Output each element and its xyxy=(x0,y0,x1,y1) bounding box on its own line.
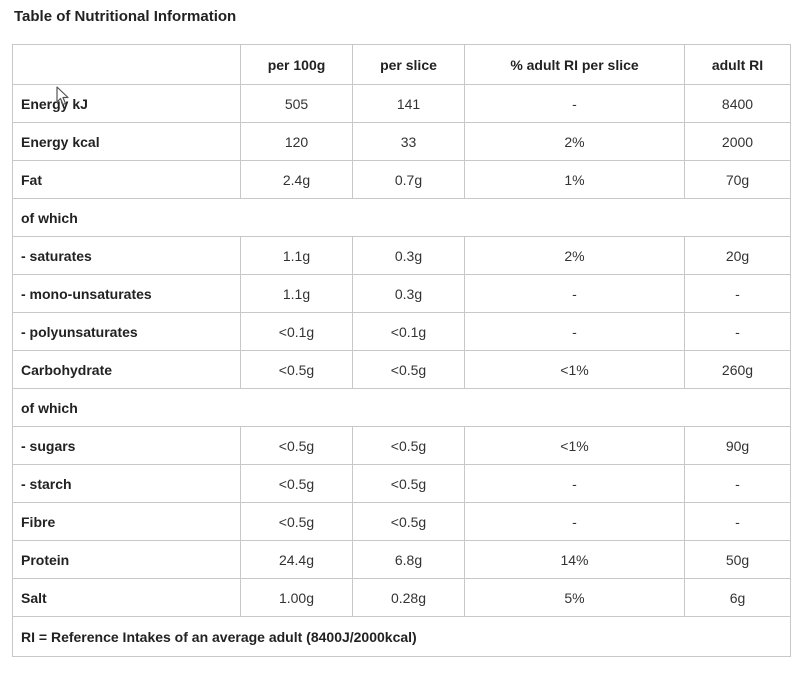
cell-per-100g: <0.5g xyxy=(240,426,353,465)
cell-per-slice: <0.5g xyxy=(352,350,465,389)
cell-adult-ri: 70g xyxy=(684,160,791,199)
row-label: Carbohydrate xyxy=(12,350,241,389)
cell-per-100g: 505 xyxy=(240,84,353,123)
cell-per-slice: 0.7g xyxy=(352,160,465,199)
cell-per-slice: 141 xyxy=(352,84,465,123)
cell-adult-ri: 90g xyxy=(684,426,791,465)
row-label: - saturates xyxy=(12,236,241,275)
cell-per-slice: 33 xyxy=(352,122,465,161)
header-row: per 100g per slice % adult RI per slice … xyxy=(12,44,791,85)
cell-per-slice: <0.5g xyxy=(352,464,465,503)
cell-ri-percent: <1% xyxy=(464,426,685,465)
cell-ri-percent: <1% xyxy=(464,350,685,389)
cell-ri-percent: - xyxy=(464,84,685,123)
cell-per-100g: 1.1g xyxy=(240,236,353,275)
row-label: - sugars xyxy=(12,426,241,465)
cell-adult-ri: 50g xyxy=(684,540,791,579)
cell-ri-percent: 5% xyxy=(464,578,685,617)
cell-ri-percent: 2% xyxy=(464,122,685,161)
table-row: - mono-unsaturates 1.1g 0.3g - - xyxy=(12,274,791,313)
cell-per-100g: 1.1g xyxy=(240,274,353,313)
footnote-row: RI = Reference Intakes of an average adu… xyxy=(12,616,791,657)
cell-per-100g: 2.4g xyxy=(240,160,353,199)
cell-per-slice: 0.28g xyxy=(352,578,465,617)
cell-adult-ri: 8400 xyxy=(684,84,791,123)
row-label: - starch xyxy=(12,464,241,503)
cell-per-100g: <0.1g xyxy=(240,312,353,351)
row-label: - mono-unsaturates xyxy=(12,274,241,313)
row-label: Energy kJ xyxy=(12,84,241,123)
cell-per-slice: 6.8g xyxy=(352,540,465,579)
cell-per-100g: <0.5g xyxy=(240,502,353,541)
table-row: Carbohydrate <0.5g <0.5g <1% 260g xyxy=(12,350,791,389)
cell-adult-ri: - xyxy=(684,502,791,541)
table-row: Salt 1.00g 0.28g 5% 6g xyxy=(12,578,791,617)
cell-adult-ri: 2000 xyxy=(684,122,791,161)
cell-adult-ri: 6g xyxy=(684,578,791,617)
table-row: Energy kcal 120 33 2% 2000 xyxy=(12,122,791,161)
cell-adult-ri: - xyxy=(684,312,791,351)
nutrition-table: per 100g per slice % adult RI per slice … xyxy=(12,44,791,657)
cell-ri-percent: - xyxy=(464,274,685,313)
cell-per-100g: 1.00g xyxy=(240,578,353,617)
cell-per-100g: <0.5g xyxy=(240,464,353,503)
cell-ri-percent: 14% xyxy=(464,540,685,579)
row-label: Fibre xyxy=(12,502,241,541)
table-row: - sugars <0.5g <0.5g <1% 90g xyxy=(12,426,791,465)
cell-per-100g: 120 xyxy=(240,122,353,161)
subheading-label: of which xyxy=(12,388,791,427)
row-label: Energy kcal xyxy=(12,122,241,161)
table-body: Energy kJ 505 141 - 8400 Energy kcal 120… xyxy=(12,84,791,657)
cell-ri-percent: - xyxy=(464,312,685,351)
row-label: Fat xyxy=(12,160,241,199)
table-row: - saturates 1.1g 0.3g 2% 20g xyxy=(12,236,791,275)
subheading-row: of which xyxy=(12,198,791,237)
row-label: - polyunsaturates xyxy=(12,312,241,351)
table-title: Table of Nutritional Information xyxy=(14,8,237,25)
subheading-label: of which xyxy=(12,198,791,237)
column-header-adult-ri: adult RI xyxy=(684,44,791,85)
cell-adult-ri: - xyxy=(684,464,791,503)
cell-adult-ri: 20g xyxy=(684,236,791,275)
column-header-per-slice: per slice xyxy=(352,44,465,85)
cell-per-slice: <0.5g xyxy=(352,502,465,541)
table-row: - polyunsaturates <0.1g <0.1g - - xyxy=(12,312,791,351)
table-row: Fibre <0.5g <0.5g - - xyxy=(12,502,791,541)
table-row: Fat 2.4g 0.7g 1% 70g xyxy=(12,160,791,199)
table-row: Protein 24.4g 6.8g 14% 50g xyxy=(12,540,791,579)
cell-ri-percent: - xyxy=(464,502,685,541)
cell-per-slice: <0.1g xyxy=(352,312,465,351)
cell-per-slice: 0.3g xyxy=(352,274,465,313)
table-row: Energy kJ 505 141 - 8400 xyxy=(12,84,791,123)
column-header-per-100g: per 100g xyxy=(240,44,353,85)
cell-per-100g: 24.4g xyxy=(240,540,353,579)
cell-per-slice: 0.3g xyxy=(352,236,465,275)
cell-ri-percent: 1% xyxy=(464,160,685,199)
row-label: Salt xyxy=(12,578,241,617)
cell-adult-ri: - xyxy=(684,274,791,313)
column-header xyxy=(12,44,241,85)
table-row: - starch <0.5g <0.5g - - xyxy=(12,464,791,503)
row-label: Protein xyxy=(12,540,241,579)
subheading-row: of which xyxy=(12,388,791,427)
cell-adult-ri: 260g xyxy=(684,350,791,389)
cell-ri-percent: - xyxy=(464,464,685,503)
footnote: RI = Reference Intakes of an average adu… xyxy=(12,616,791,657)
cell-per-100g: <0.5g xyxy=(240,350,353,389)
cell-ri-percent: 2% xyxy=(464,236,685,275)
cell-per-slice: <0.5g xyxy=(352,426,465,465)
column-header-ri-percent: % adult RI per slice xyxy=(464,44,685,85)
